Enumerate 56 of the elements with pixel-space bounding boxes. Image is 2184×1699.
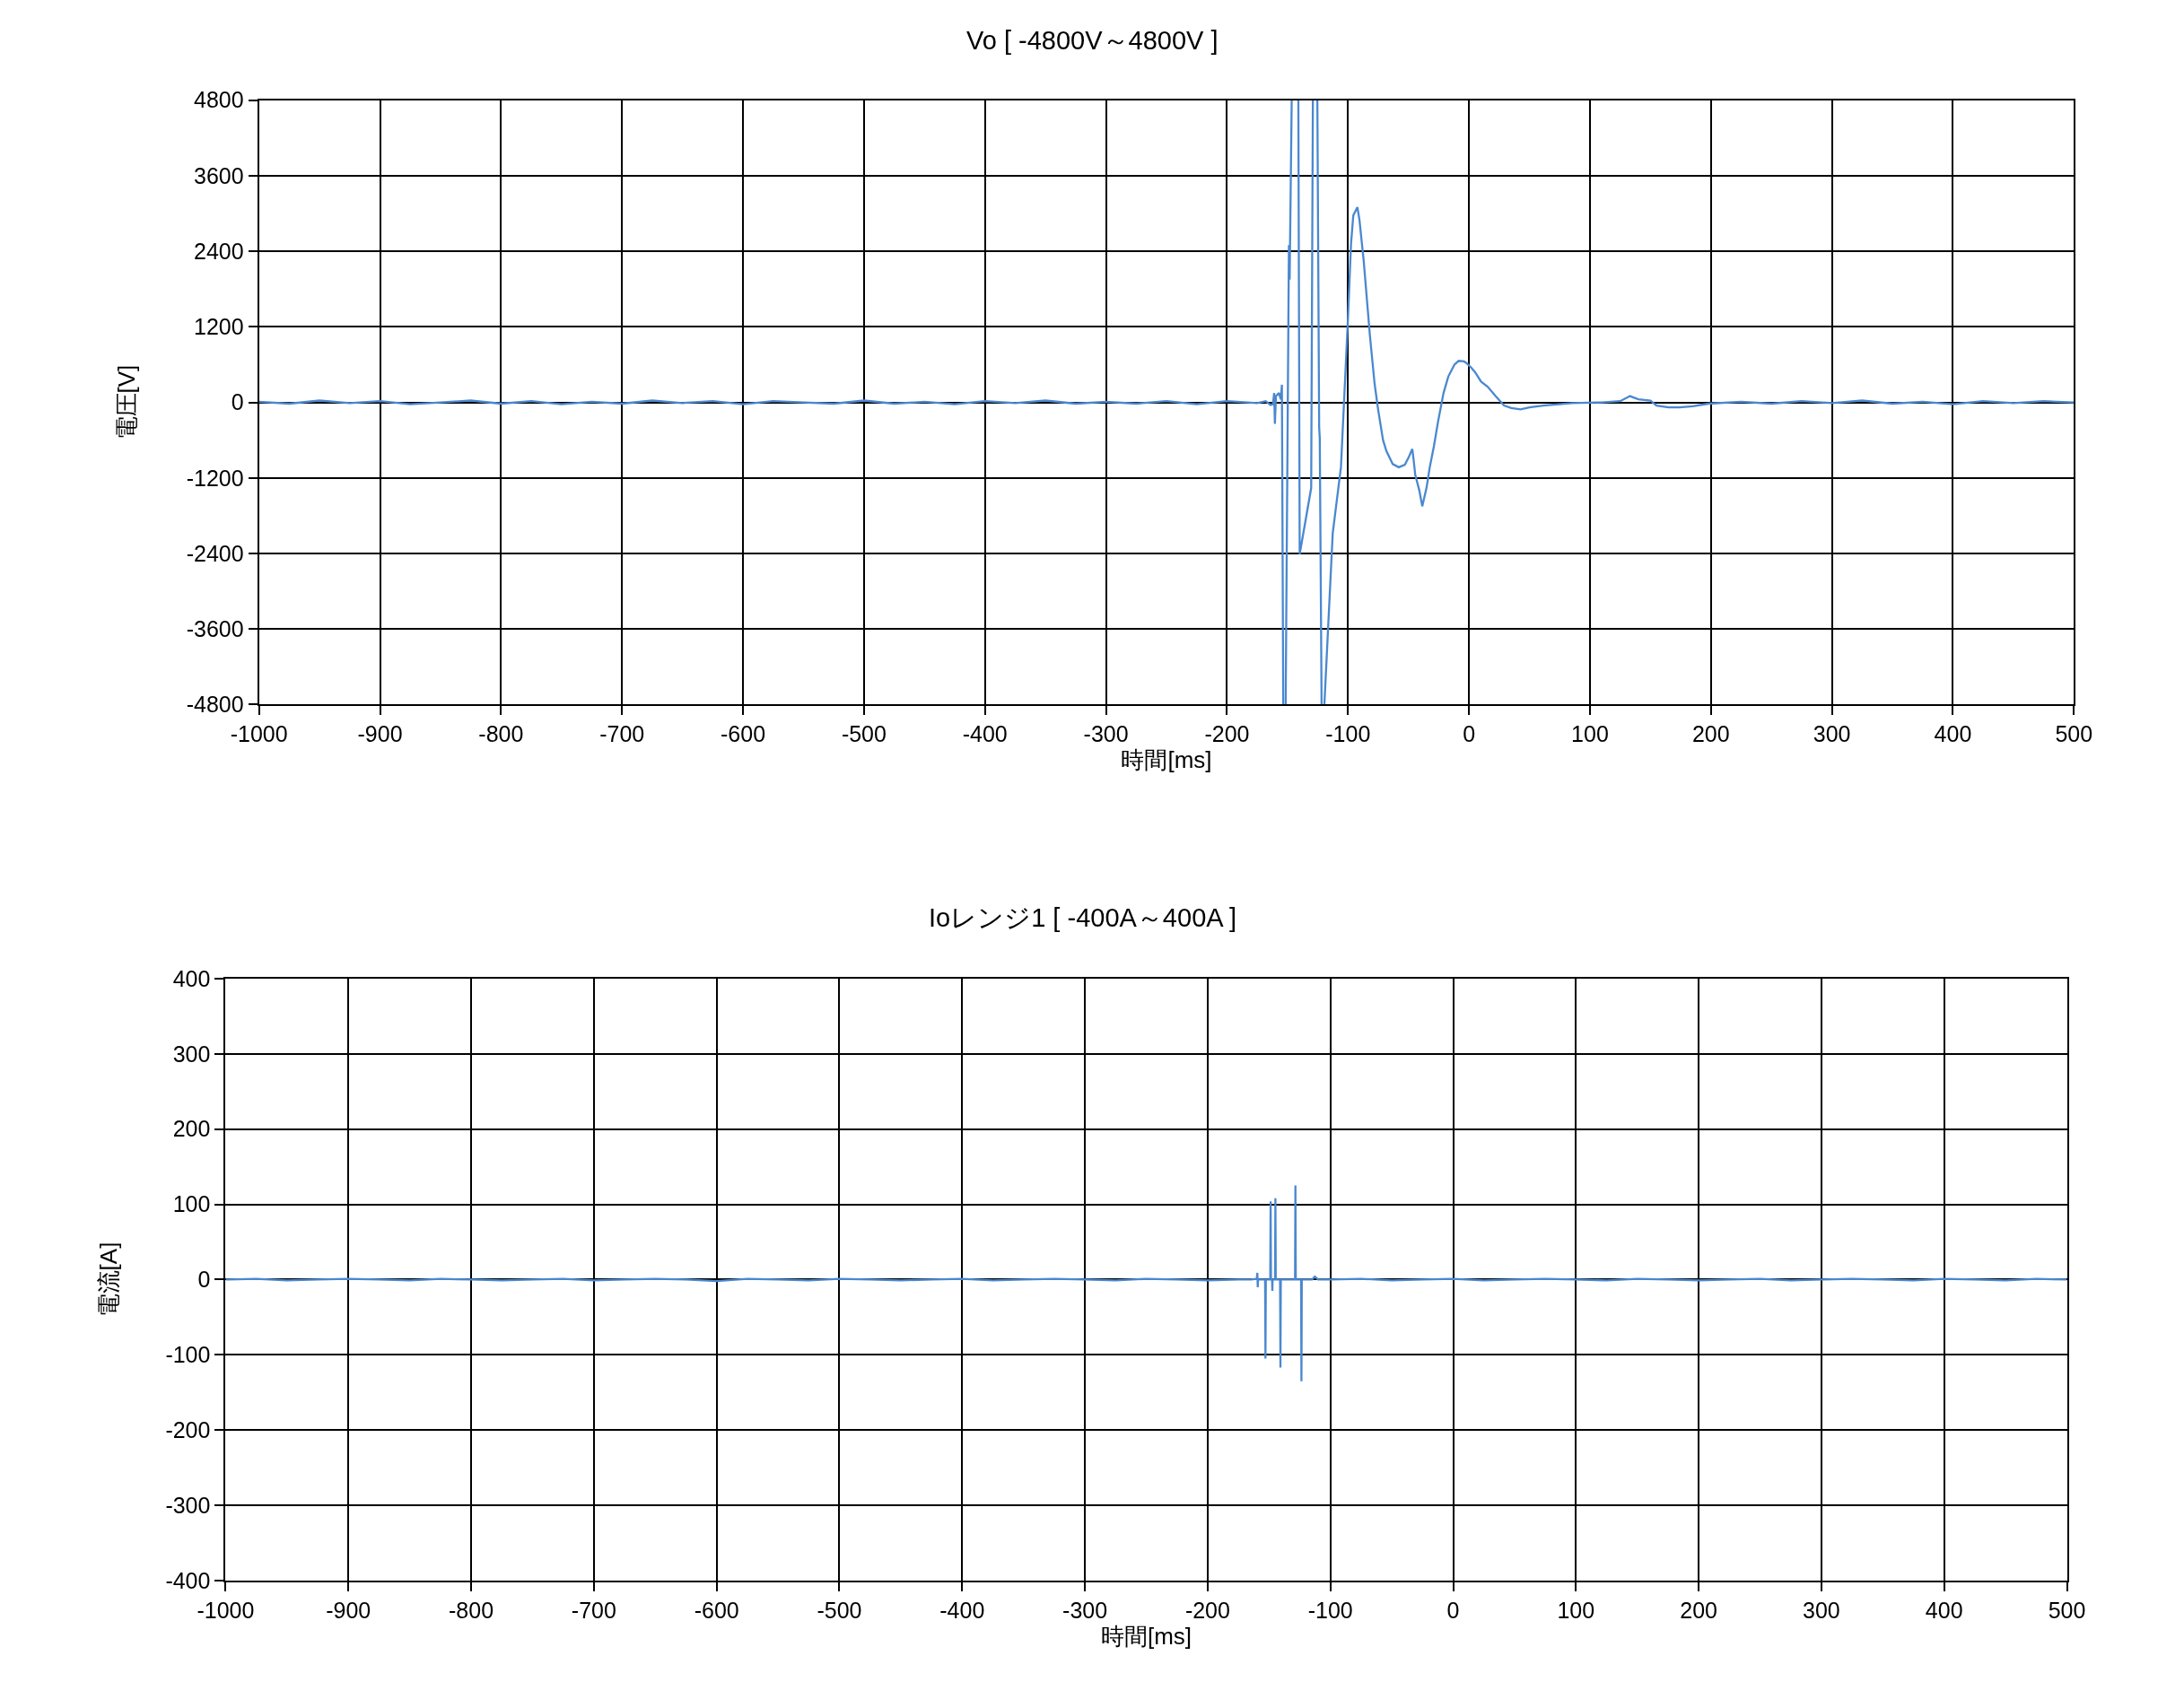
y-tick-label: -3600 bbox=[186, 615, 244, 641]
x-tick-label: 400 bbox=[1934, 721, 1972, 747]
x-tick-label: -500 bbox=[841, 721, 887, 747]
x-tick-label: -100 bbox=[1325, 721, 1371, 747]
x-tick-label: -700 bbox=[571, 1597, 616, 1623]
x-tick-label: -300 bbox=[1062, 1597, 1108, 1623]
x-tick-label: -300 bbox=[1083, 721, 1129, 747]
y-tick-label: 2400 bbox=[194, 238, 244, 264]
y-tick-label: -100 bbox=[165, 1342, 211, 1368]
x-tick-label: 100 bbox=[1557, 1597, 1595, 1623]
x-tick-label: 300 bbox=[1813, 721, 1851, 747]
y-tick-label: 0 bbox=[231, 389, 244, 415]
x-axis-title: 時間[ms] bbox=[1100, 1622, 1192, 1650]
y-tick-label: 400 bbox=[172, 965, 211, 991]
x-tick-label: 500 bbox=[2055, 721, 2093, 747]
x-tick-label: 400 bbox=[1925, 1597, 1963, 1623]
x-tick-label: -1000 bbox=[197, 1597, 255, 1623]
x-tick-label: -100 bbox=[1307, 1597, 1353, 1623]
x-tick-label: -200 bbox=[1204, 721, 1250, 747]
x-tick-label: 0 bbox=[1446, 1597, 1460, 1623]
y-tick-label: -300 bbox=[165, 1492, 211, 1518]
y-tick-label: 200 bbox=[172, 1116, 211, 1142]
x-tick-label: -900 bbox=[357, 721, 403, 747]
x-tick-label: -400 bbox=[962, 721, 1008, 747]
x-axis-title: 時間[ms] bbox=[1121, 746, 1212, 774]
y-tick-label: 0 bbox=[197, 1267, 211, 1293]
y-tick-label: -4800 bbox=[186, 692, 244, 718]
x-tick-label: 200 bbox=[1691, 721, 1730, 747]
y-tick-label: 1200 bbox=[194, 314, 244, 340]
x-tick-label: -600 bbox=[721, 721, 766, 747]
x-tick-label: -600 bbox=[694, 1597, 739, 1623]
chart-title: Vo [ -4800V～4800V ] bbox=[966, 26, 1219, 55]
x-tick-label: -400 bbox=[939, 1597, 985, 1623]
x-tick-label: -800 bbox=[478, 721, 524, 747]
y-tick-label: 100 bbox=[172, 1191, 211, 1217]
x-tick-label: 200 bbox=[1680, 1597, 1717, 1623]
x-tick-label: -700 bbox=[599, 721, 645, 747]
x-tick-label: -1000 bbox=[230, 721, 288, 747]
y-tick-label: 3600 bbox=[194, 162, 244, 188]
x-tick-label: -800 bbox=[449, 1597, 494, 1623]
y-axis-title: 電圧[V] bbox=[112, 364, 140, 440]
y-axis-title: 電流[A] bbox=[95, 1242, 123, 1318]
y-tick-label: 300 bbox=[172, 1041, 211, 1067]
x-tick-label: 0 bbox=[1463, 721, 1476, 747]
y-tick-label: -2400 bbox=[186, 540, 244, 566]
x-tick-label: 500 bbox=[2048, 1597, 2086, 1623]
chart-title: Ioレンジ1 [ -400A～400A ] bbox=[929, 903, 1237, 932]
y-tick-label: -1200 bbox=[186, 465, 244, 491]
x-tick-label: 300 bbox=[1803, 1597, 1840, 1623]
x-tick-label: 100 bbox=[1571, 721, 1609, 747]
y-tick-label: 4800 bbox=[194, 87, 244, 113]
x-tick-label: -500 bbox=[817, 1597, 862, 1623]
y-tick-label: -400 bbox=[165, 1567, 211, 1593]
x-tick-label: -900 bbox=[326, 1597, 371, 1623]
x-tick-label: -200 bbox=[1184, 1597, 1230, 1623]
y-tick-label: -200 bbox=[165, 1416, 211, 1442]
